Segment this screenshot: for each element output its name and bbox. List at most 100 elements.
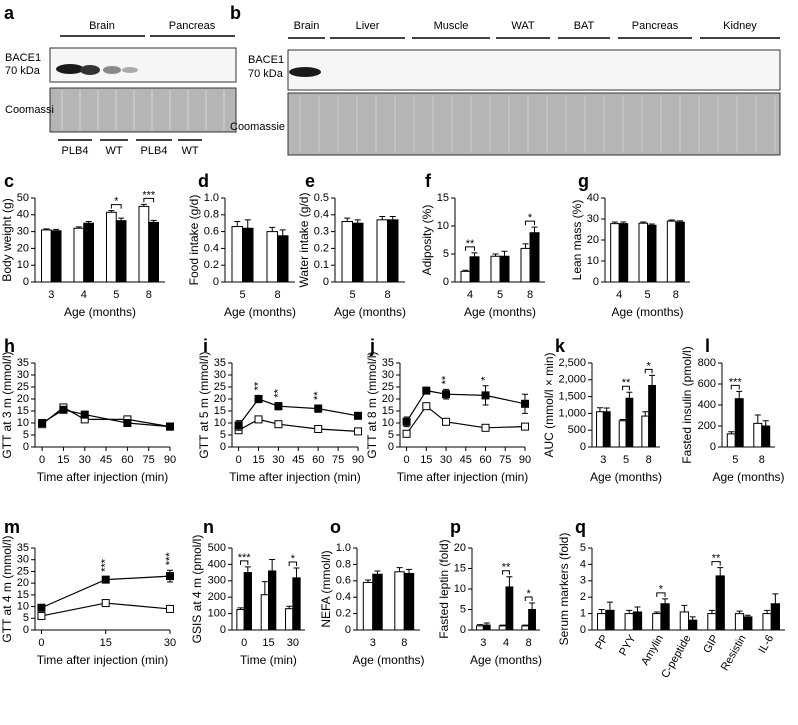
error-bar (764, 609, 771, 614)
bar (618, 420, 627, 448)
y-tick-label: 10 (17, 259, 29, 271)
error-bar (736, 610, 743, 614)
y-tick-label: 50 (17, 192, 29, 204)
bar (115, 220, 127, 283)
x-axis-label: Time after injection (min) (37, 470, 169, 484)
series-line (406, 405, 526, 435)
bar (638, 222, 648, 283)
y-tick-label: 0.2 (314, 242, 329, 254)
panel-letter: q (575, 517, 586, 537)
bar (743, 616, 753, 631)
x-tick-label: 30 (287, 637, 299, 649)
bar (376, 219, 388, 283)
y-tick-label: 0 (323, 276, 329, 288)
y-tick-label: 0.2 (204, 259, 219, 271)
x-tick-label: 4 (503, 637, 509, 649)
sig-bracket (288, 561, 297, 567)
y-axis-label: GTT at 8 m (mmol/l) (365, 351, 379, 458)
y-tick-label: 400 (208, 558, 226, 570)
point (354, 411, 362, 420)
bar (520, 247, 531, 283)
y-tick-label: 5 (443, 248, 449, 260)
x-axis-label: Age (months) (712, 470, 784, 484)
x-tick-label: 5 (239, 289, 245, 301)
error-bar (662, 598, 669, 604)
error-bar (603, 407, 610, 412)
significance: * (528, 212, 533, 224)
point (521, 422, 529, 431)
bar (688, 619, 698, 631)
bar (641, 415, 650, 448)
significance: ** (252, 381, 264, 390)
x-tick-label: 8 (526, 637, 532, 649)
y-tick-label: 5 (388, 429, 394, 441)
blot-band (56, 64, 84, 74)
significance: *** (729, 376, 743, 388)
significance: *** (238, 552, 252, 564)
x-tick-label: Amylin (639, 633, 666, 668)
bar (476, 625, 484, 631)
y-tick-label: 25 (382, 381, 394, 393)
y-tick-label: 15 (214, 405, 226, 417)
error-bar (85, 221, 92, 224)
x-axis-label: Time (min) (240, 653, 297, 667)
x-tick-label: PYY (617, 632, 639, 658)
error-bar (476, 624, 483, 626)
error-bar (668, 219, 675, 222)
bar (236, 609, 245, 631)
y-tick-label: 25 (17, 381, 29, 393)
bar (352, 222, 364, 283)
y-tick-label: 35 (214, 357, 226, 369)
y-tick-label: 0 (23, 276, 29, 288)
bar (482, 624, 491, 631)
x-tick-label: 8 (527, 289, 533, 301)
bar (148, 221, 159, 283)
error-bar (75, 226, 82, 229)
bar (761, 425, 771, 448)
bar (529, 232, 540, 283)
sig-bracket (622, 385, 630, 391)
group-label: Liver (356, 20, 380, 32)
significance: * (291, 553, 296, 565)
sig-bracket (240, 560, 249, 565)
point (402, 417, 411, 426)
lane-label: PLB4 (141, 145, 168, 157)
bar (734, 398, 744, 448)
bar (499, 255, 510, 283)
y-tick-label: 0 (710, 441, 716, 453)
lane-label: WT (105, 145, 122, 157)
point (38, 419, 47, 427)
y-tick-label: 25 (214, 381, 226, 393)
significance: * (659, 584, 664, 596)
bar (277, 235, 289, 283)
error-bar (374, 570, 381, 575)
error-bar (462, 269, 469, 272)
y-tick-label: 20 (382, 393, 394, 405)
x-tick-label: 8 (146, 289, 152, 301)
error-bar (772, 593, 779, 604)
x-tick-label: 30 (272, 454, 284, 466)
error-bar (269, 558, 276, 571)
error-bar (606, 601, 613, 611)
error-bar (237, 607, 244, 610)
point (101, 599, 110, 608)
error-bar (522, 243, 529, 249)
y-tick-label: 0 (345, 624, 351, 636)
significance: ** (712, 553, 721, 565)
y-tick-label: 40 (17, 209, 29, 221)
error-bar (611, 221, 618, 224)
bar (597, 613, 607, 631)
y-tick-label: 0.5 (314, 192, 329, 204)
bar (624, 613, 634, 631)
x-tick-label: 8 (646, 454, 652, 466)
error-bar (708, 609, 715, 614)
bar (648, 385, 656, 448)
x-tick-label: 15 (252, 454, 264, 466)
y-tick-label: 30 (587, 213, 599, 225)
y-tick-label: 0.8 (336, 558, 351, 570)
y-tick-label: 20 (17, 393, 29, 405)
